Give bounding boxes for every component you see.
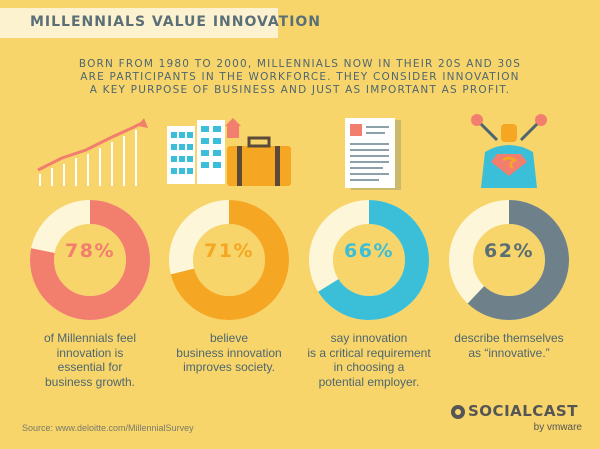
percent-label: 66% (344, 240, 394, 262)
desc-line: say innovation (330, 331, 408, 345)
ring-value (449, 200, 569, 320)
stat-column-2: 71% believe business innovation improves… (159, 0, 299, 449)
stat-description: describe themselves as “innovative.” (439, 331, 579, 360)
intro-line: BORN FROM 1980 TO 2000, MILLENNIALS NOW … (78, 58, 522, 70)
desc-line: essential for (57, 360, 123, 374)
donut-chart-4 (449, 200, 569, 320)
donut-chart-2 (169, 200, 289, 320)
growth-chart-icon (37, 118, 148, 186)
source-citation: Source: www.deloitte.com/MillennialSurve… (22, 423, 194, 433)
stat-column-4: 62% describe themselves as “innovative.” (439, 0, 579, 449)
donut-chart-3 (309, 200, 429, 320)
percent-label: 71% (204, 240, 254, 262)
desc-line: is a critical requirement (307, 345, 431, 360)
stat-column-1: 78% of Millennials feel innovation is es… (20, 0, 160, 449)
intro-line: ARE PARTICIPANTS IN THE WORKFORCE. THEY … (80, 71, 520, 83)
desc-line: potential employer. (318, 374, 420, 389)
desc-line: of Millennials feel (43, 331, 137, 345)
desc-line: business growth. (44, 374, 136, 389)
desc-line: business innovation (176, 345, 282, 360)
brand-name: SOCIALCAST (468, 402, 578, 420)
intro-line: A KEY PURPOSE OF BUSINESS AND JUST AS IM… (89, 84, 511, 96)
desc-line: as “innovative.” (468, 345, 550, 360)
title-banner (0, 8, 278, 38)
percent-label: 78% (65, 240, 115, 262)
desc-line: believe (209, 331, 249, 345)
buildings-briefcase-icon (167, 118, 291, 186)
stat-description: say innovation is a critical requirement… (299, 331, 439, 389)
superhero-icon (471, 114, 547, 188)
donut-chart-1 (30, 200, 150, 320)
stat-column-3: 66% say innovation is a critical require… (299, 0, 439, 449)
ring-value (169, 200, 289, 320)
brand-byline: by vmware (533, 422, 582, 433)
intro-text: BORN FROM 1980 TO 2000, MILLENNIALS NOW … (40, 58, 560, 97)
socialcast-logo-icon (451, 405, 465, 419)
resume-icon (345, 118, 401, 190)
brand-logo: SOCIALCAST by vmware (448, 400, 588, 440)
percent-label: 62% (484, 240, 534, 262)
page-title: MILLENNIALS VALUE INNOVATION (30, 14, 322, 30)
ring-value (309, 200, 429, 320)
desc-line: innovation is (56, 345, 124, 360)
stat-description: of Millennials feel innovation is essent… (20, 331, 160, 389)
desc-line: describe themselves (454, 331, 564, 345)
desc-line: improves society. (183, 360, 275, 374)
desc-line: in choosing a (333, 360, 405, 374)
stat-description: believe business innovation improves soc… (159, 331, 299, 375)
ring-value (30, 200, 150, 320)
